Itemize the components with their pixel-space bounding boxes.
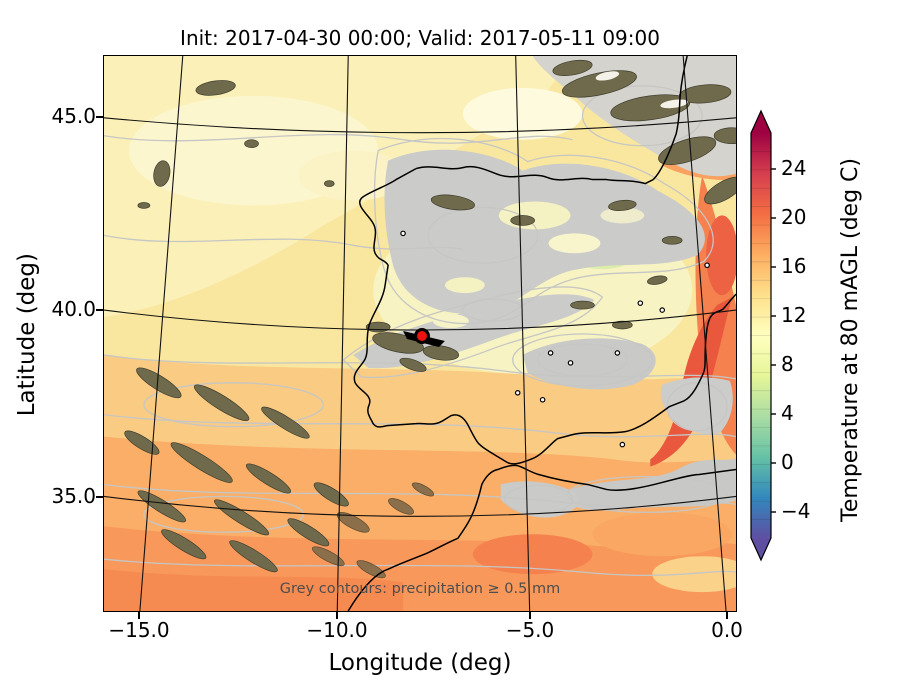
small-dots — [400, 230, 710, 448]
map-plot: Grey contours: precipitation ≥ 0.5 mm — [103, 55, 737, 612]
pale-se-corner — [652, 556, 736, 593]
colorbar-tick-label: 20 — [781, 205, 807, 229]
x-tick-label: −5.0 — [505, 618, 555, 642]
x-tick-label: 0.0 — [711, 618, 743, 642]
y-axis-label-wrap: Latitude (deg) — [14, 175, 40, 495]
x-axis-tick — [138, 612, 140, 619]
y-tick-label: 45.0 — [51, 104, 96, 128]
colorbar-gradient — [751, 133, 771, 538]
colorbar-under-arrow — [751, 538, 771, 560]
colorbar-tick-label: 0 — [781, 450, 794, 474]
colorbar-label-wrap: Temperature at 80 mAGL (deg C) — [838, 90, 863, 590]
precip-contours — [104, 85, 736, 576]
x-tick-label: −10.0 — [306, 618, 368, 642]
x-axis-tick — [726, 612, 728, 619]
warm-alboran — [472, 534, 593, 575]
x-tick-label: −15.0 — [108, 618, 170, 642]
band-bottom-left — [104, 569, 404, 611]
y-axis-tick — [96, 116, 103, 118]
colorbar-tick-label: 12 — [781, 303, 807, 327]
y-axis-tick — [96, 496, 103, 498]
colorbar-tick-label: 4 — [781, 401, 794, 425]
colorbar-outline — [750, 109, 772, 562]
colorbar-tick-label: −4 — [781, 499, 811, 523]
colorbar-ticks — [771, 168, 776, 513]
warm-se — [592, 512, 733, 557]
site-marker — [414, 328, 430, 344]
olive-patches — [124, 59, 736, 573]
colorbar — [750, 109, 776, 562]
colorbar-tick-label: 8 — [781, 352, 794, 376]
x-axis-label: Longitude (deg) — [328, 650, 512, 676]
map-canvas — [104, 56, 736, 611]
x-axis-tick — [336, 612, 338, 619]
white-caps — [595, 71, 689, 109]
y-tick-label: 35.0 — [51, 484, 96, 508]
precip-inner-mottle — [432, 201, 645, 329]
colorbar-tick-label: 24 — [781, 156, 807, 180]
graticule — [104, 56, 736, 611]
coastline — [347, 56, 736, 611]
y-tick-label: 40.0 — [51, 297, 96, 321]
colorbar-tick-label: 16 — [781, 254, 807, 278]
y-axis-label: Latitude (deg) — [14, 253, 40, 417]
colorbar-segments — [751, 151, 771, 520]
band-biscay-cream — [462, 87, 583, 140]
colorbar-label: Temperature at 80 mAGL (deg C) — [838, 158, 863, 522]
y-axis-tick — [96, 309, 103, 311]
plot-title: Init: 2017-04-30 00:00; Valid: 2017-05-1… — [180, 26, 660, 50]
precip-annotation: Grey contours: precipitation ≥ 0.5 mm — [279, 581, 561, 597]
colorbar-over-arrow — [751, 111, 771, 133]
brown-patches — [311, 482, 435, 579]
x-axis-tick — [529, 612, 531, 619]
